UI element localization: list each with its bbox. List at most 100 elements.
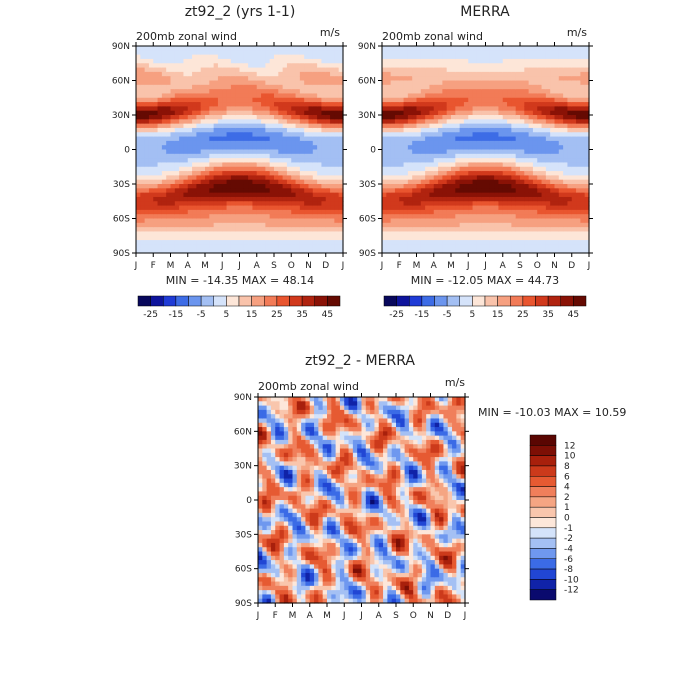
field-cell bbox=[252, 71, 258, 77]
field-cell bbox=[507, 50, 512, 56]
field-cell bbox=[442, 80, 448, 86]
field-cell bbox=[550, 192, 556, 198]
field-cell bbox=[515, 175, 521, 181]
field-cell bbox=[576, 244, 581, 250]
field-cell bbox=[394, 97, 400, 103]
field-cell bbox=[420, 231, 426, 237]
field-cell bbox=[317, 67, 323, 73]
field-cell bbox=[140, 248, 146, 254]
field-cell bbox=[451, 97, 456, 103]
field-cell bbox=[192, 132, 197, 138]
field-cell bbox=[571, 80, 577, 86]
field-cell bbox=[554, 149, 560, 155]
field-cell bbox=[537, 50, 543, 56]
field-cell bbox=[412, 149, 418, 155]
field-cell bbox=[270, 560, 276, 565]
field-cell bbox=[412, 97, 418, 103]
field-cell bbox=[222, 115, 228, 120]
field-cell bbox=[235, 106, 241, 112]
field-cell bbox=[140, 196, 146, 202]
field-cell bbox=[226, 136, 232, 142]
field-cell bbox=[278, 67, 284, 73]
field-cell bbox=[258, 397, 263, 402]
field-cell bbox=[386, 84, 392, 90]
field-cell bbox=[520, 106, 525, 112]
field-cell bbox=[265, 136, 271, 142]
field-cell bbox=[502, 192, 508, 198]
field-cell bbox=[567, 222, 573, 228]
field-cell bbox=[515, 54, 521, 60]
field-cell bbox=[399, 119, 405, 125]
field-cell bbox=[438, 179, 443, 185]
field-cell bbox=[420, 102, 426, 107]
field-cell bbox=[399, 140, 405, 146]
field-cell bbox=[390, 46, 396, 51]
field-cell bbox=[563, 188, 569, 194]
field-cell bbox=[256, 136, 262, 142]
field-cell bbox=[468, 89, 474, 95]
field-cell bbox=[485, 149, 491, 155]
field-cell bbox=[463, 63, 469, 69]
field-cell bbox=[148, 184, 154, 189]
field-cell bbox=[485, 214, 491, 220]
field-cell bbox=[507, 115, 512, 120]
field-cell bbox=[451, 149, 456, 155]
field-cell bbox=[390, 201, 396, 207]
field-cell bbox=[235, 205, 241, 211]
field-cell bbox=[429, 222, 435, 228]
field-cell bbox=[266, 517, 272, 523]
field-cell bbox=[537, 205, 543, 211]
colorbar-swatch bbox=[459, 295, 473, 307]
field-cell bbox=[442, 145, 448, 151]
field-cell bbox=[213, 119, 219, 125]
field-cell bbox=[239, 115, 245, 120]
field-cell bbox=[554, 136, 560, 142]
field-cell bbox=[425, 145, 431, 151]
field-cell bbox=[161, 222, 167, 228]
field-cell bbox=[511, 84, 517, 90]
field-cell bbox=[286, 119, 292, 125]
field-cell bbox=[161, 80, 167, 86]
field-cell bbox=[425, 93, 431, 99]
field-cell bbox=[239, 123, 245, 129]
field-cell bbox=[321, 218, 327, 224]
field-cell bbox=[338, 192, 344, 198]
field-cell bbox=[537, 63, 543, 69]
field-cell bbox=[511, 93, 517, 99]
field-cell bbox=[213, 71, 219, 77]
field-cell bbox=[412, 188, 418, 194]
field-cell bbox=[235, 227, 241, 233]
field-cell bbox=[217, 149, 223, 155]
field-cell bbox=[282, 97, 288, 103]
field-cell bbox=[541, 76, 547, 82]
field-cell bbox=[567, 71, 573, 77]
field-cell bbox=[416, 149, 422, 155]
field-cell bbox=[265, 119, 271, 125]
field-cell bbox=[330, 102, 335, 107]
field-cell bbox=[274, 201, 279, 207]
field-cell bbox=[140, 145, 146, 151]
colorbar-swatch bbox=[289, 295, 303, 307]
field-cell bbox=[170, 222, 176, 228]
field-cell bbox=[489, 93, 495, 99]
field-cell bbox=[317, 184, 323, 189]
field-cell bbox=[394, 153, 400, 159]
field-cell bbox=[528, 89, 534, 95]
field-cell bbox=[256, 244, 262, 250]
field-cell bbox=[213, 89, 219, 95]
field-cell bbox=[407, 106, 413, 112]
field-cell bbox=[312, 127, 318, 133]
field-cell bbox=[576, 205, 581, 211]
field-cell bbox=[563, 235, 569, 241]
field-cell bbox=[558, 110, 564, 116]
field-cell bbox=[494, 54, 500, 60]
field-cell bbox=[248, 240, 254, 245]
field-cell bbox=[222, 76, 228, 82]
field-cell bbox=[507, 196, 512, 202]
field-cell bbox=[476, 188, 482, 194]
field-cell bbox=[222, 102, 228, 107]
field-cell bbox=[472, 166, 478, 172]
field-cell bbox=[584, 175, 590, 181]
field-cell bbox=[222, 179, 228, 185]
field-cell bbox=[274, 244, 279, 250]
